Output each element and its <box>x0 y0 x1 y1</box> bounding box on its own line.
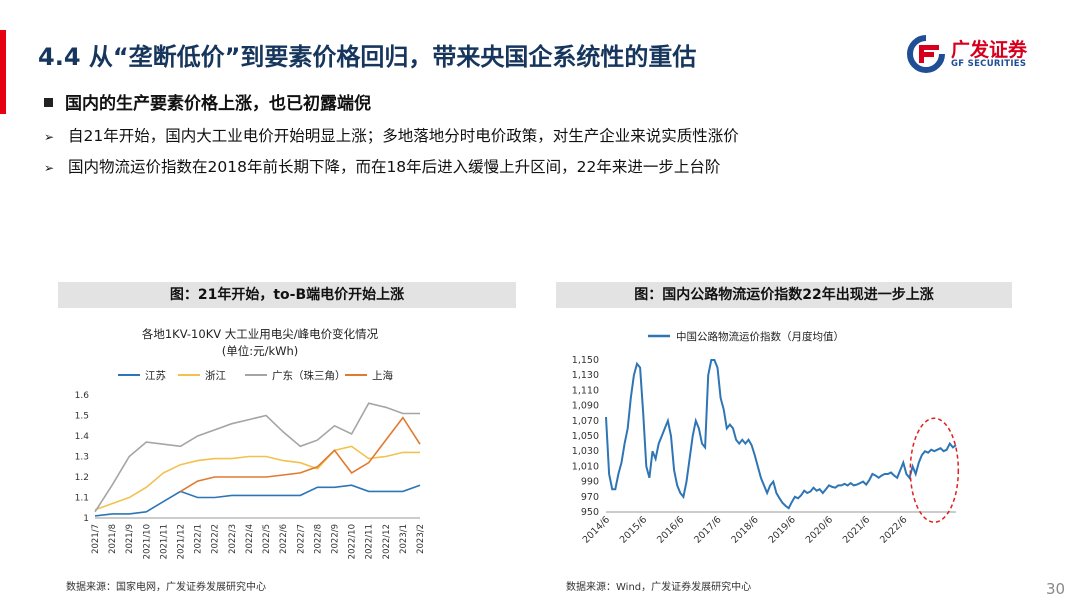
series-line <box>180 416 421 493</box>
x-tick-label: 2018/6 <box>729 514 760 545</box>
square-bullet-icon <box>44 98 53 107</box>
x-tick-label: 2021/11 <box>159 524 169 559</box>
figure1-caption: 图：21年开始，to-B端电价开始上涨 <box>58 282 516 308</box>
y-tick-label: 1,070 <box>572 416 599 427</box>
x-tick-label: 2019/6 <box>767 514 798 545</box>
x-tick-label: 2017/6 <box>692 514 723 545</box>
legend-label: 江苏 <box>145 369 166 382</box>
logo: 广发证券 GF SECURITIES <box>905 34 1055 74</box>
x-tick-label: 2021/10 <box>142 524 152 559</box>
y-tick-label: 990 <box>581 477 599 488</box>
bullet-text: 国内物流运价指数在2018年前长期下降，而在18年后进入缓慢上升区间，22年来进… <box>68 158 721 176</box>
chart-subtitle: (单位:元/kWh) <box>222 344 299 358</box>
figure1-source: 数据来源：国家电网，广发证券发展研究中心 <box>66 582 266 593</box>
x-tick-label: 2021/7 <box>91 524 101 554</box>
y-tick-label: 1,130 <box>572 370 599 381</box>
x-tick-label: 2021/6 <box>841 514 872 545</box>
series-line <box>94 445 420 511</box>
x-tick-label: 2022/1 <box>194 524 204 554</box>
logistics-index-chart: 中国公路物流运价指数（月度均值） 950 970 990 1,010 1,030 1,050… <box>572 330 960 546</box>
y-tick-label: 1,050 <box>572 431 599 442</box>
arrow-bullet-icon: ➢ <box>44 130 55 144</box>
legend-label: 广东（珠三角） <box>272 369 346 382</box>
x-tick-label: 2022/2 <box>211 524 221 554</box>
y-tick-label: 970 <box>581 492 599 503</box>
y-tick-label: 950 <box>581 507 599 518</box>
arrow-bullet-icon: ➢ <box>44 161 55 175</box>
figure2-caption: 图：国内公路物流运价指数22年出现进一步上涨 <box>556 282 1012 308</box>
legend-label: 浙江 <box>205 370 226 382</box>
x-tick-label: 2022/12 <box>382 524 392 559</box>
highlight-ellipse <box>909 417 960 523</box>
x-tick-label: 2022/4 <box>245 524 255 554</box>
y-tick-label: 1.2 <box>75 473 89 483</box>
y-tick-label: 1.3 <box>75 453 89 463</box>
series-line <box>94 484 421 517</box>
x-tick-label: 2016/6 <box>655 514 686 545</box>
chart-title: 各地1KV-10KV 大工业用电尖/峰电价变化情况 <box>142 327 379 341</box>
x-tick-label: 2021/9 <box>125 524 135 554</box>
y-tick-label: 1.4 <box>75 432 90 442</box>
y-tick-label: 1,010 <box>572 461 599 472</box>
subhead-text: 国内的生产要素价格上涨，也已初露端倪 <box>65 94 371 114</box>
accent-bar <box>0 30 6 114</box>
y-tick-label: 1.6 <box>75 391 90 401</box>
x-tick-label: 2022/6 <box>878 514 909 545</box>
logo-text-cn: 广发证券 <box>951 39 1028 61</box>
figure2-source: 数据来源：Wind，广发证券发展研究中心 <box>566 582 752 593</box>
y-tick-label: 1 <box>83 514 89 524</box>
x-tick-label: 2023/1 <box>399 524 409 554</box>
x-tick-label: 2015/6 <box>618 514 649 545</box>
x-tick-label: 2022/10 <box>348 524 358 559</box>
series-line <box>605 359 957 510</box>
x-tick-label: 2021/8 <box>108 524 118 554</box>
logo-text-en: GF SECURITIES <box>951 59 1027 69</box>
y-tick-label: 1.1 <box>75 494 89 504</box>
x-tick-label: 2022/7 <box>296 524 306 554</box>
page-number: 30 <box>1046 580 1066 598</box>
y-tick-label: 1,030 <box>572 446 599 457</box>
bullet-item: ➢ 自21年开始，国内大工业电价开始明显上涨；多地落地分时电价政策，对生产企业来说… <box>44 124 739 146</box>
y-tick-label: 1,090 <box>572 401 599 412</box>
x-tick-label: 2022/5 <box>262 524 272 554</box>
x-tick-label: 2022/9 <box>330 524 340 554</box>
x-tick-label: 2022/3 <box>228 524 238 554</box>
slide-title: 4.4 从“垄断低价”到要素价格回归，带来央国企系统性的重估 <box>38 43 697 71</box>
x-tick-label: 2022/6 <box>279 524 289 554</box>
x-tick-label: 2022/11 <box>365 524 375 559</box>
x-tick-label: 2014/6 <box>581 514 612 545</box>
y-tick-label: 1.5 <box>75 412 89 422</box>
y-tick-label: 1,150 <box>572 355 599 366</box>
y-tick-label: 1,110 <box>572 385 599 396</box>
legend-label: 中国公路物流运价指数（月度均值） <box>676 330 844 343</box>
bullet-text: 自21年开始，国内大工业电价开始明显上涨；多地落地分时电价政策，对生产企业来说实… <box>68 127 739 145</box>
bullet-item: ➢ 国内物流运价指数在2018年前长期下降，而在18年后进入缓慢上升区间，22年来… <box>44 155 720 177</box>
x-tick-label: 2022/8 <box>313 524 323 554</box>
x-tick-label: 2021/12 <box>177 524 187 559</box>
x-tick-label: 2023/2 <box>416 524 426 554</box>
gf-logo-icon <box>907 35 945 73</box>
legend-label: 上海 <box>372 369 393 382</box>
x-tick-label: 2020/6 <box>804 514 835 545</box>
electricity-price-chart: 各地1KV-10KV 大工业用电尖/峰电价变化情况 (单位:元/kWh) 江苏 浙江 广… <box>75 327 426 559</box>
series-line <box>94 402 420 513</box>
section-subhead: 国内的生产要素价格上涨，也已初露端倪 <box>44 89 371 114</box>
